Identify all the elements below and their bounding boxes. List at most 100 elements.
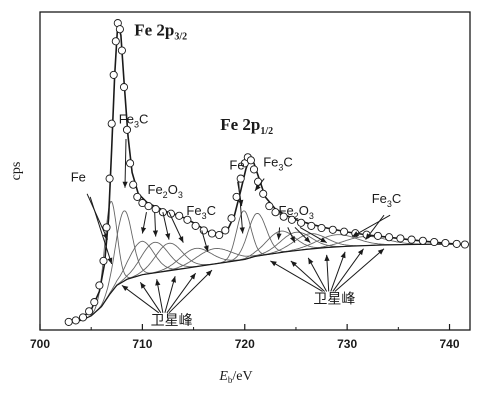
component-arrowhead-7 (203, 245, 209, 252)
measured-point (144, 202, 153, 211)
measured-point (175, 211, 184, 220)
x-tick-label: 720 (235, 337, 255, 351)
measured-point (117, 46, 126, 55)
component-arrow-2 (124, 138, 127, 188)
measured-point (207, 229, 217, 238)
measured-point (199, 226, 208, 235)
satellite-arrow-12 (334, 248, 385, 292)
measured-point (133, 192, 142, 201)
measured-point (254, 177, 263, 186)
measured-point (102, 223, 111, 232)
x-tick-label: 730 (337, 337, 357, 351)
measured-point (340, 227, 349, 236)
measured-point (64, 317, 73, 326)
measured-point (119, 83, 129, 92)
satellite-arrow-0 (121, 284, 160, 314)
annotation-arrows (86, 138, 391, 314)
component-arrow-1 (89, 196, 113, 265)
measured-point (227, 214, 236, 223)
measured-point (107, 119, 116, 128)
label-fe2p12: Fe 2p1/2 (220, 115, 273, 137)
satellite-arrowhead-6 (270, 260, 277, 267)
label-fe3c-far: Fe3C (372, 191, 402, 209)
label-fe-right: Fe (229, 157, 244, 172)
component-8 (220, 212, 293, 264)
measured-point (215, 230, 224, 240)
label-fe-left: Fe (71, 170, 86, 185)
component-arrowhead-11 (276, 233, 282, 240)
component-4 (115, 242, 222, 287)
satellite-arrowhead-1 (140, 282, 146, 289)
measured-point (246, 156, 255, 165)
measured-point (78, 313, 88, 322)
measured-point (236, 174, 245, 183)
measured-point (95, 281, 104, 290)
component-arrow-0 (86, 193, 109, 240)
measured-point (129, 180, 138, 189)
measured-point (385, 233, 394, 242)
plot-frame (39, 11, 471, 331)
component-arrowhead-16 (352, 231, 359, 237)
component-arrowhead-1 (107, 257, 113, 264)
label-fe2p32: Fe 2p3/2 (134, 20, 187, 42)
label-fe3c-left: Fe3C (119, 112, 149, 130)
label-sat-right: 卫星峰 (313, 291, 355, 307)
measured-point (441, 238, 450, 248)
component-6 (144, 248, 283, 275)
satellite-arrow-10 (330, 251, 346, 292)
satellite-arrowhead-12 (377, 248, 384, 255)
satellite-arrow-6 (270, 260, 323, 292)
satellite-arrow-11 (332, 248, 364, 292)
measured-point (271, 208, 280, 217)
component-arrow-9 (238, 181, 244, 234)
measured-point (111, 37, 120, 46)
component-arrowhead-6 (178, 236, 184, 243)
measured-point (191, 221, 200, 230)
measured-point (71, 316, 80, 325)
component-arrowhead-13 (304, 236, 311, 243)
label-sat-left: 卫星峰 (151, 312, 193, 328)
fit-components (85, 201, 447, 319)
satellite-arrowhead-9 (324, 254, 330, 261)
measured-point (407, 235, 416, 244)
measured-point (287, 215, 296, 224)
measured-point (99, 256, 108, 265)
measured-point (418, 236, 427, 245)
satellite-arrow-5 (168, 269, 213, 314)
satellite-arrowhead-4 (190, 273, 196, 280)
satellite-arrow-4 (166, 272, 197, 314)
label-fe3c-mid: Fe3C (186, 203, 216, 221)
component-arrowhead-12 (290, 236, 295, 243)
x-tick-label: 710 (132, 337, 152, 351)
component-arrowhead-5 (165, 233, 171, 240)
component-arrowhead-0 (102, 233, 108, 240)
measured-point (373, 231, 382, 240)
measured-point (115, 25, 124, 34)
component-arrow-16 (352, 214, 391, 237)
x-axis-ticks: 700 710 720 730 740 (30, 324, 460, 351)
satellite-arrow-9 (326, 254, 330, 292)
measured-point (122, 125, 132, 134)
measured-point (297, 218, 306, 227)
satellite-arrowhead-7 (290, 260, 297, 267)
measured-point (126, 159, 135, 168)
measured-point (307, 221, 316, 230)
measured-point (317, 223, 326, 233)
satellite-arrowhead-2 (155, 279, 161, 286)
satellite-arrowhead-8 (308, 257, 314, 265)
component-1 (90, 210, 156, 317)
label-fe2o3-left: Fe2O3 (148, 182, 183, 200)
component-arrowhead-2 (122, 181, 128, 188)
measured-markers (64, 19, 469, 326)
component-arrowhead-3 (141, 227, 147, 234)
component-arrowhead-4 (152, 230, 158, 237)
measured-point (85, 307, 94, 316)
label-fe3c-right: Fe3C (263, 154, 293, 172)
measured-point (90, 298, 99, 307)
measured-point (452, 239, 461, 248)
satellite-arrow-8 (307, 257, 328, 292)
satellite-arrowhead-11 (357, 248, 364, 256)
measured-point (265, 202, 274, 211)
measured-point (279, 212, 288, 221)
